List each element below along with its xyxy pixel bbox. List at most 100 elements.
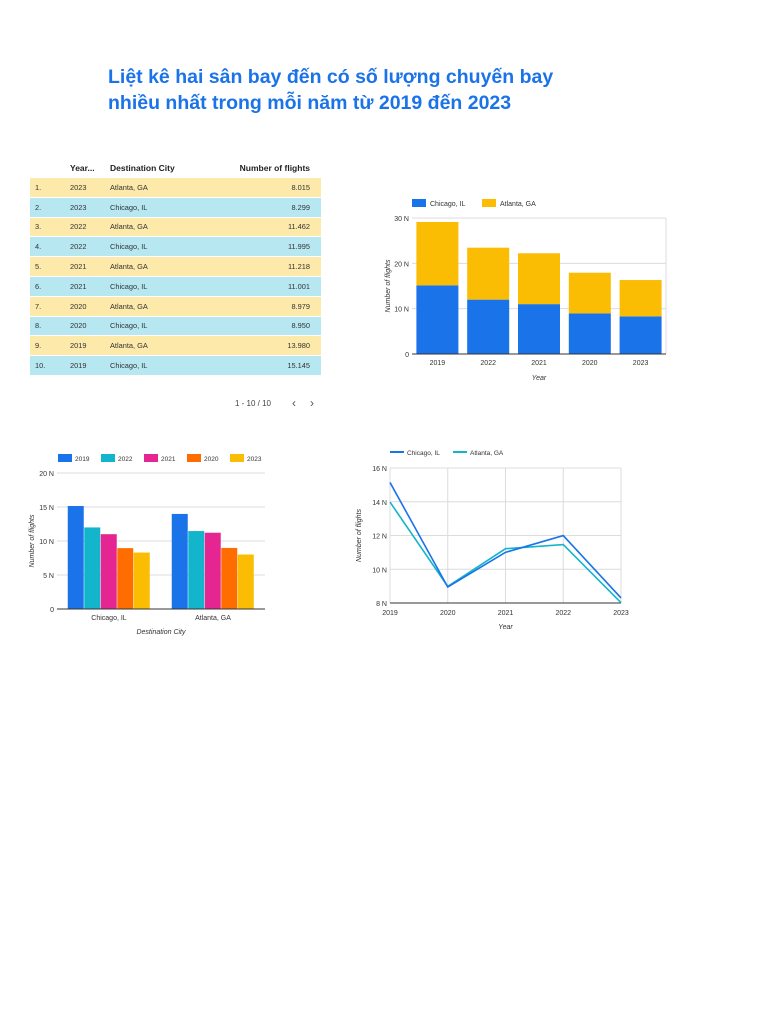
bar bbox=[204, 532, 221, 609]
row-city: Chicago, IL bbox=[110, 321, 148, 331]
series-line bbox=[389, 501, 622, 604]
table-row[interactable]: 6. 2021 Chicago, IL 11.001 bbox=[30, 276, 321, 297]
row-flights: 11.995 bbox=[287, 242, 310, 252]
row-year: 2023 bbox=[70, 182, 87, 192]
row-city: Atlanta, GA bbox=[110, 301, 148, 311]
row-year: 2019 bbox=[70, 361, 87, 371]
row-city: Atlanta, GA bbox=[110, 182, 148, 192]
row-index: 1. bbox=[35, 182, 42, 192]
bar bbox=[416, 221, 459, 286]
row-flights: 8.015 bbox=[291, 182, 311, 192]
row-city: Chicago, IL bbox=[110, 202, 148, 212]
y-tick-label: 30 N bbox=[394, 216, 409, 223]
legend-swatch bbox=[230, 454, 244, 462]
row-city: Chicago, IL bbox=[110, 242, 148, 252]
table-row[interactable]: 3. 2022 Atlanta, GA 11.462 bbox=[30, 217, 321, 238]
next-page-button[interactable]: › bbox=[310, 396, 314, 410]
x-tick-label: 2021 bbox=[531, 360, 547, 367]
row-flights: 11.218 bbox=[287, 262, 310, 272]
bar bbox=[467, 299, 510, 354]
y-tick-label: 8 N bbox=[376, 601, 387, 608]
legend-swatch bbox=[187, 454, 201, 462]
y-tick-label: 0 bbox=[50, 607, 54, 614]
row-year: 2020 bbox=[70, 321, 87, 331]
y-tick-label: 16 N bbox=[372, 466, 387, 473]
table-row[interactable]: 9. 2019 Atlanta, GA 13.980 bbox=[30, 336, 321, 357]
bar bbox=[133, 552, 150, 609]
legend-label: 2019 bbox=[75, 456, 90, 463]
legend-label: 2021 bbox=[161, 456, 176, 463]
row-index: 3. bbox=[35, 222, 42, 232]
row-index: 5. bbox=[35, 262, 42, 272]
table-row[interactable]: 10. 2019 Chicago, IL 15.145 bbox=[30, 356, 321, 376]
row-index: 2. bbox=[35, 202, 42, 212]
table-row[interactable]: 4. 2022 Chicago, IL 11.995 bbox=[30, 237, 321, 258]
bar bbox=[619, 316, 662, 354]
legend-swatch bbox=[482, 199, 496, 207]
x-tick-label: 2020 bbox=[440, 610, 456, 617]
row-flights: 11.001 bbox=[287, 281, 310, 291]
page-title-line-1: Liệt kê hai sân bay đến có số lượng chuy… bbox=[108, 66, 554, 88]
table-row[interactable]: 2. 2023 Chicago, IL 8.299 bbox=[30, 197, 321, 218]
table-header: Year... Destination City Number of fligh… bbox=[30, 158, 321, 178]
table-row[interactable]: 7. 2020 Atlanta, GA 8.979 bbox=[30, 296, 321, 317]
legend-swatch bbox=[412, 199, 426, 207]
line-chart: Chicago, IL Atlanta, GA 8 N 10 N 12 N 14 N 16 … bbox=[356, 450, 629, 631]
bar bbox=[67, 506, 84, 609]
bar bbox=[568, 272, 611, 314]
x-axis-label: Year bbox=[498, 624, 513, 631]
table-row[interactable]: 5. 2021 Atlanta, GA 11.218 bbox=[30, 257, 321, 277]
x-axis-label: Year bbox=[532, 375, 547, 382]
prev-page-button[interactable]: ‹ bbox=[292, 396, 296, 410]
row-index: 6. bbox=[35, 281, 42, 291]
row-year: 2022 bbox=[70, 222, 87, 232]
legend-label: Chicago, IL bbox=[430, 201, 466, 208]
row-city: Atlanta, GA bbox=[110, 262, 148, 272]
page-title-line-2: nhiều nhất trong mỗi năm từ 2019 đến 202… bbox=[108, 92, 512, 114]
row-index: 8. bbox=[35, 321, 42, 331]
row-flights: 8.299 bbox=[291, 202, 311, 212]
bar bbox=[518, 304, 560, 354]
row-year: 2019 bbox=[70, 341, 87, 351]
bar bbox=[619, 280, 662, 317]
y-tick-label: 12 N bbox=[372, 534, 387, 541]
y-axis-label: Number of flights bbox=[29, 514, 36, 567]
pagination-label: 1 - 10 / 10 bbox=[234, 398, 271, 408]
row-year: 2023 bbox=[70, 202, 87, 212]
legend-swatch bbox=[144, 454, 158, 462]
series-line bbox=[389, 482, 622, 599]
row-city: Chicago, IL bbox=[110, 281, 148, 291]
y-tick-label: 15 N bbox=[39, 505, 54, 512]
row-index: 4. bbox=[35, 242, 42, 252]
row-flights: 13.980 bbox=[287, 341, 310, 351]
y-tick-label: 0 bbox=[405, 352, 409, 359]
x-tick-label: 2019 bbox=[430, 360, 446, 367]
page-title: Liệt kê hai sân bay đến có số lượng chuy… bbox=[108, 64, 568, 116]
x-tick-label: 2019 bbox=[382, 610, 398, 617]
legend-label: 2022 bbox=[118, 456, 133, 463]
y-tick-label: 10 N bbox=[39, 539, 54, 546]
bar bbox=[467, 247, 510, 300]
header-year[interactable]: Year... bbox=[70, 163, 95, 173]
y-axis-label: Number of flights bbox=[385, 259, 392, 312]
table-row[interactable]: 8. 2020 Chicago, IL 8.950 bbox=[30, 316, 321, 337]
row-year: 2021 bbox=[70, 281, 87, 291]
bar bbox=[100, 534, 117, 609]
bar bbox=[237, 554, 254, 609]
legend-label: Chicago, IL bbox=[407, 450, 440, 457]
header-number-of-flights[interactable]: Number of flights bbox=[239, 163, 310, 173]
x-tick-label: Chicago, IL bbox=[91, 615, 127, 622]
bar bbox=[117, 548, 134, 609]
x-tick-label: 2021 bbox=[498, 610, 514, 617]
row-index: 10. bbox=[35, 361, 46, 371]
table-row[interactable]: 1. 2023 Atlanta, GA 8.015 bbox=[30, 178, 321, 198]
y-tick-label: 14 N bbox=[372, 500, 387, 507]
bar bbox=[221, 547, 238, 609]
legend-label: 2020 bbox=[204, 456, 219, 463]
x-tick-label: 2020 bbox=[582, 360, 598, 367]
header-destination-city[interactable]: Destination City bbox=[110, 163, 175, 173]
row-year: 2022 bbox=[70, 242, 87, 252]
bar bbox=[416, 285, 459, 354]
x-axis-label: Destination City bbox=[136, 629, 186, 636]
row-flights: 11.462 bbox=[287, 222, 310, 232]
